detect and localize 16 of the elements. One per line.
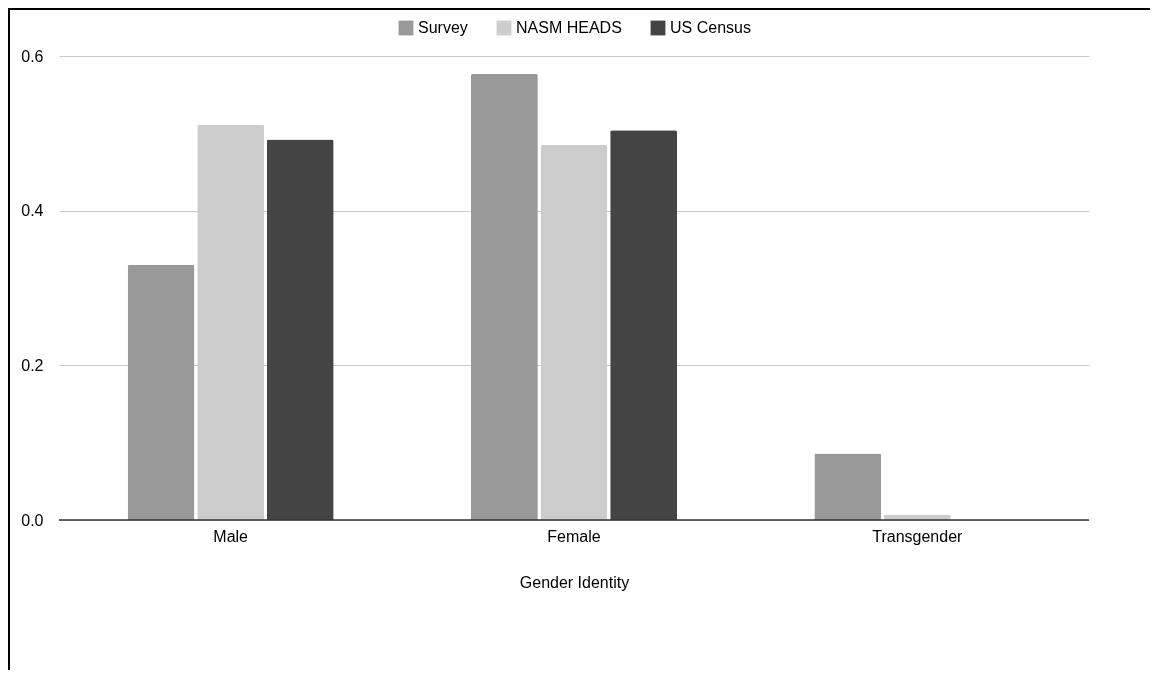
- x-tick-label: Male: [213, 527, 249, 545]
- y-tick-label: 0.4: [21, 202, 44, 220]
- y-tick-label: 0.2: [21, 356, 44, 374]
- bar: [814, 453, 882, 520]
- legend-label: US Census: [670, 19, 751, 36]
- legend-label: Survey: [418, 19, 468, 36]
- bar: [610, 130, 677, 520]
- x-tick-label: Female: [547, 527, 601, 545]
- bar: [127, 264, 195, 520]
- bar: [471, 73, 538, 520]
- legend-label: NASM HEADS: [516, 19, 622, 36]
- bar: [266, 139, 334, 520]
- y-tick-label: 0.6: [21, 47, 44, 65]
- x-axis-title: Gender Identity: [519, 573, 630, 591]
- x-tick-label: Transgender: [872, 527, 964, 545]
- y-tick-label: 0.0: [21, 511, 44, 529]
